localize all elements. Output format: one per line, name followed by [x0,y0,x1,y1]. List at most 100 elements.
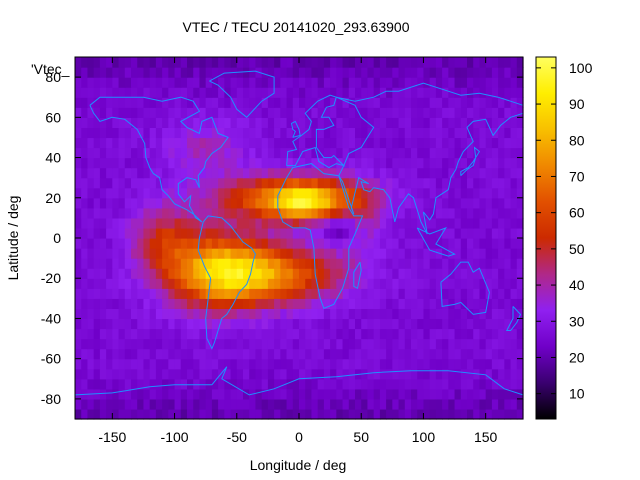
heat-cell [236,77,244,88]
heat-cell [398,57,406,68]
heat-cell [348,107,356,118]
heat-cell [473,408,481,420]
heat-cell [504,388,512,400]
heat-cell [261,77,269,88]
heat-cell [199,358,207,370]
heat-cell [404,117,412,128]
heat-cell [286,348,294,360]
heat-cell [236,238,244,249]
heat-cell [168,388,176,400]
heat-cell [386,348,393,360]
heat-cell [118,308,126,320]
heat-cell [392,308,400,320]
heat-cell [473,127,481,139]
heat-cell [261,87,269,98]
heat-cell [168,227,176,239]
heat-cell [311,107,319,118]
heat-cell [386,97,393,108]
heat-cell [267,197,275,209]
heat-cell [323,338,331,350]
heat-cell [230,398,238,410]
heat-cell [180,278,188,289]
heat-cell [429,187,437,199]
heat-cell [131,137,138,149]
heat-cell [81,107,89,118]
heat-cell [361,338,369,350]
heat-cell [292,298,300,309]
heat-cell [311,238,319,249]
heat-cell [99,258,107,269]
heat-cell [323,318,331,330]
heat-cell [423,258,431,269]
heat-cell [124,328,132,340]
heat-cell [137,408,145,420]
heat-cell [211,167,219,179]
heat-cell [143,57,151,68]
heat-cell [118,97,126,108]
heat-cell [386,288,393,299]
heat-cell [435,147,443,159]
heat-cell [118,378,126,390]
heat-cell [317,268,325,279]
heat-cell [435,177,443,189]
heat-cell [280,308,288,320]
heat-cell [274,147,281,159]
heat-cell [193,358,201,370]
heat-cell [479,157,487,169]
heat-cell [423,127,431,139]
heat-cell [429,238,437,249]
heat-cell [305,308,313,320]
heat-cell [485,147,493,159]
heat-cell [317,308,325,320]
heat-cell [205,87,213,98]
heat-cell [255,187,263,199]
heat-cell [99,288,107,299]
heat-cell [491,258,499,269]
heat-cell [504,57,512,68]
heat-cell [255,328,263,340]
heat-cell [261,398,269,410]
heat-cell [361,147,369,159]
heat-cell [224,167,232,179]
heat-cell [149,348,157,360]
heat-cell [112,388,120,400]
heat-cell [460,197,468,209]
heat-cell [342,157,350,169]
heat-cell [435,408,443,420]
heat-cell [224,157,232,169]
heat-cell [236,127,244,139]
heat-cell [112,207,120,219]
heat-cell [118,388,126,400]
heat-cell [504,147,512,159]
heat-cell [168,248,176,259]
heat-cell [211,348,219,360]
heat-cell [442,177,449,189]
heat-cell [205,107,213,118]
heat-cell [81,207,89,219]
heat-cell [342,147,350,159]
heat-cell [255,278,263,289]
heat-cell [211,107,219,118]
heat-cell [75,408,82,420]
heat-cell [323,197,331,209]
heat-cell [311,67,319,78]
heat-cell [193,167,201,179]
heat-cell [348,308,356,320]
heat-cell [411,157,418,169]
heat-cell [361,278,369,289]
heat-cell [180,117,188,128]
heat-cell [330,67,337,78]
heat-cell [224,288,232,299]
heat-cell [249,197,257,209]
heat-cell [311,57,319,68]
heat-cell [448,348,456,360]
heat-cell [392,408,400,420]
heat-cell [236,368,244,380]
heat-cell [230,187,238,199]
heat-cell [361,268,369,279]
heat-cell [199,288,207,299]
heat-cell [106,248,113,259]
heat-cell [261,268,269,279]
heat-cell [193,77,201,88]
heat-cell [454,258,462,269]
